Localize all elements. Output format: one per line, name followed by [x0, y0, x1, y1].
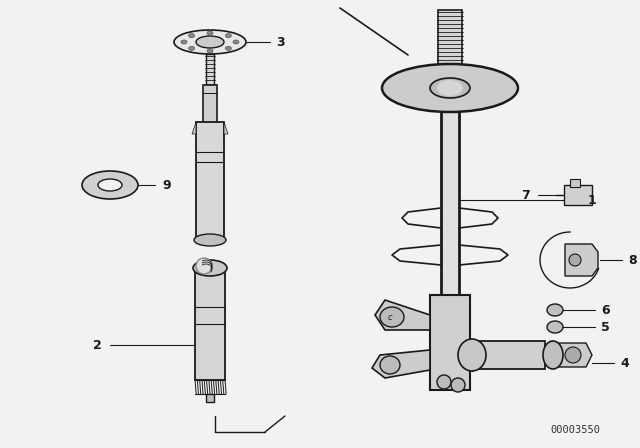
Ellipse shape: [547, 304, 563, 316]
Polygon shape: [375, 300, 430, 330]
Text: 00003550: 00003550: [550, 425, 600, 435]
Bar: [438, 10, 462, 68]
Ellipse shape: [181, 40, 187, 44]
Text: 5: 5: [601, 320, 610, 333]
Polygon shape: [372, 350, 430, 378]
Ellipse shape: [225, 34, 232, 38]
Bar: [441, 108, 459, 295]
Ellipse shape: [380, 356, 400, 374]
Ellipse shape: [547, 321, 563, 333]
Text: 7: 7: [521, 189, 530, 202]
Text: 4: 4: [620, 357, 628, 370]
Bar: [430, 295, 470, 390]
Ellipse shape: [382, 64, 518, 112]
Ellipse shape: [82, 171, 138, 199]
Text: 6: 6: [601, 303, 610, 316]
Text: 8: 8: [628, 254, 637, 267]
Ellipse shape: [451, 378, 465, 392]
Bar: [203, 85, 217, 128]
Ellipse shape: [430, 78, 470, 98]
Ellipse shape: [207, 49, 213, 53]
Bar: [564, 185, 592, 205]
Polygon shape: [192, 122, 196, 134]
Text: 2: 2: [93, 339, 102, 352]
Ellipse shape: [565, 347, 581, 363]
Bar: [196, 122, 224, 240]
Polygon shape: [550, 343, 592, 367]
Polygon shape: [565, 244, 598, 276]
Bar: [206, 394, 214, 402]
Text: 9: 9: [162, 178, 171, 191]
Ellipse shape: [380, 307, 404, 327]
Bar: [468, 341, 545, 369]
Ellipse shape: [569, 254, 581, 266]
Bar: [195, 268, 225, 380]
Ellipse shape: [193, 260, 227, 276]
Ellipse shape: [225, 46, 232, 50]
Ellipse shape: [98, 179, 122, 191]
Ellipse shape: [174, 30, 246, 54]
Text: 3: 3: [276, 35, 285, 48]
Ellipse shape: [194, 234, 226, 246]
Ellipse shape: [233, 40, 239, 44]
Text: c: c: [388, 313, 392, 322]
Ellipse shape: [196, 36, 224, 48]
Ellipse shape: [543, 341, 563, 369]
Polygon shape: [224, 122, 228, 134]
Ellipse shape: [189, 46, 195, 50]
Ellipse shape: [437, 375, 451, 389]
Ellipse shape: [196, 258, 212, 274]
Ellipse shape: [437, 80, 463, 96]
Bar: [206, 54, 214, 85]
Ellipse shape: [458, 339, 486, 371]
Bar: [570, 179, 580, 187]
Ellipse shape: [207, 31, 213, 35]
Ellipse shape: [189, 34, 195, 38]
Text: 1: 1: [588, 194, 596, 207]
